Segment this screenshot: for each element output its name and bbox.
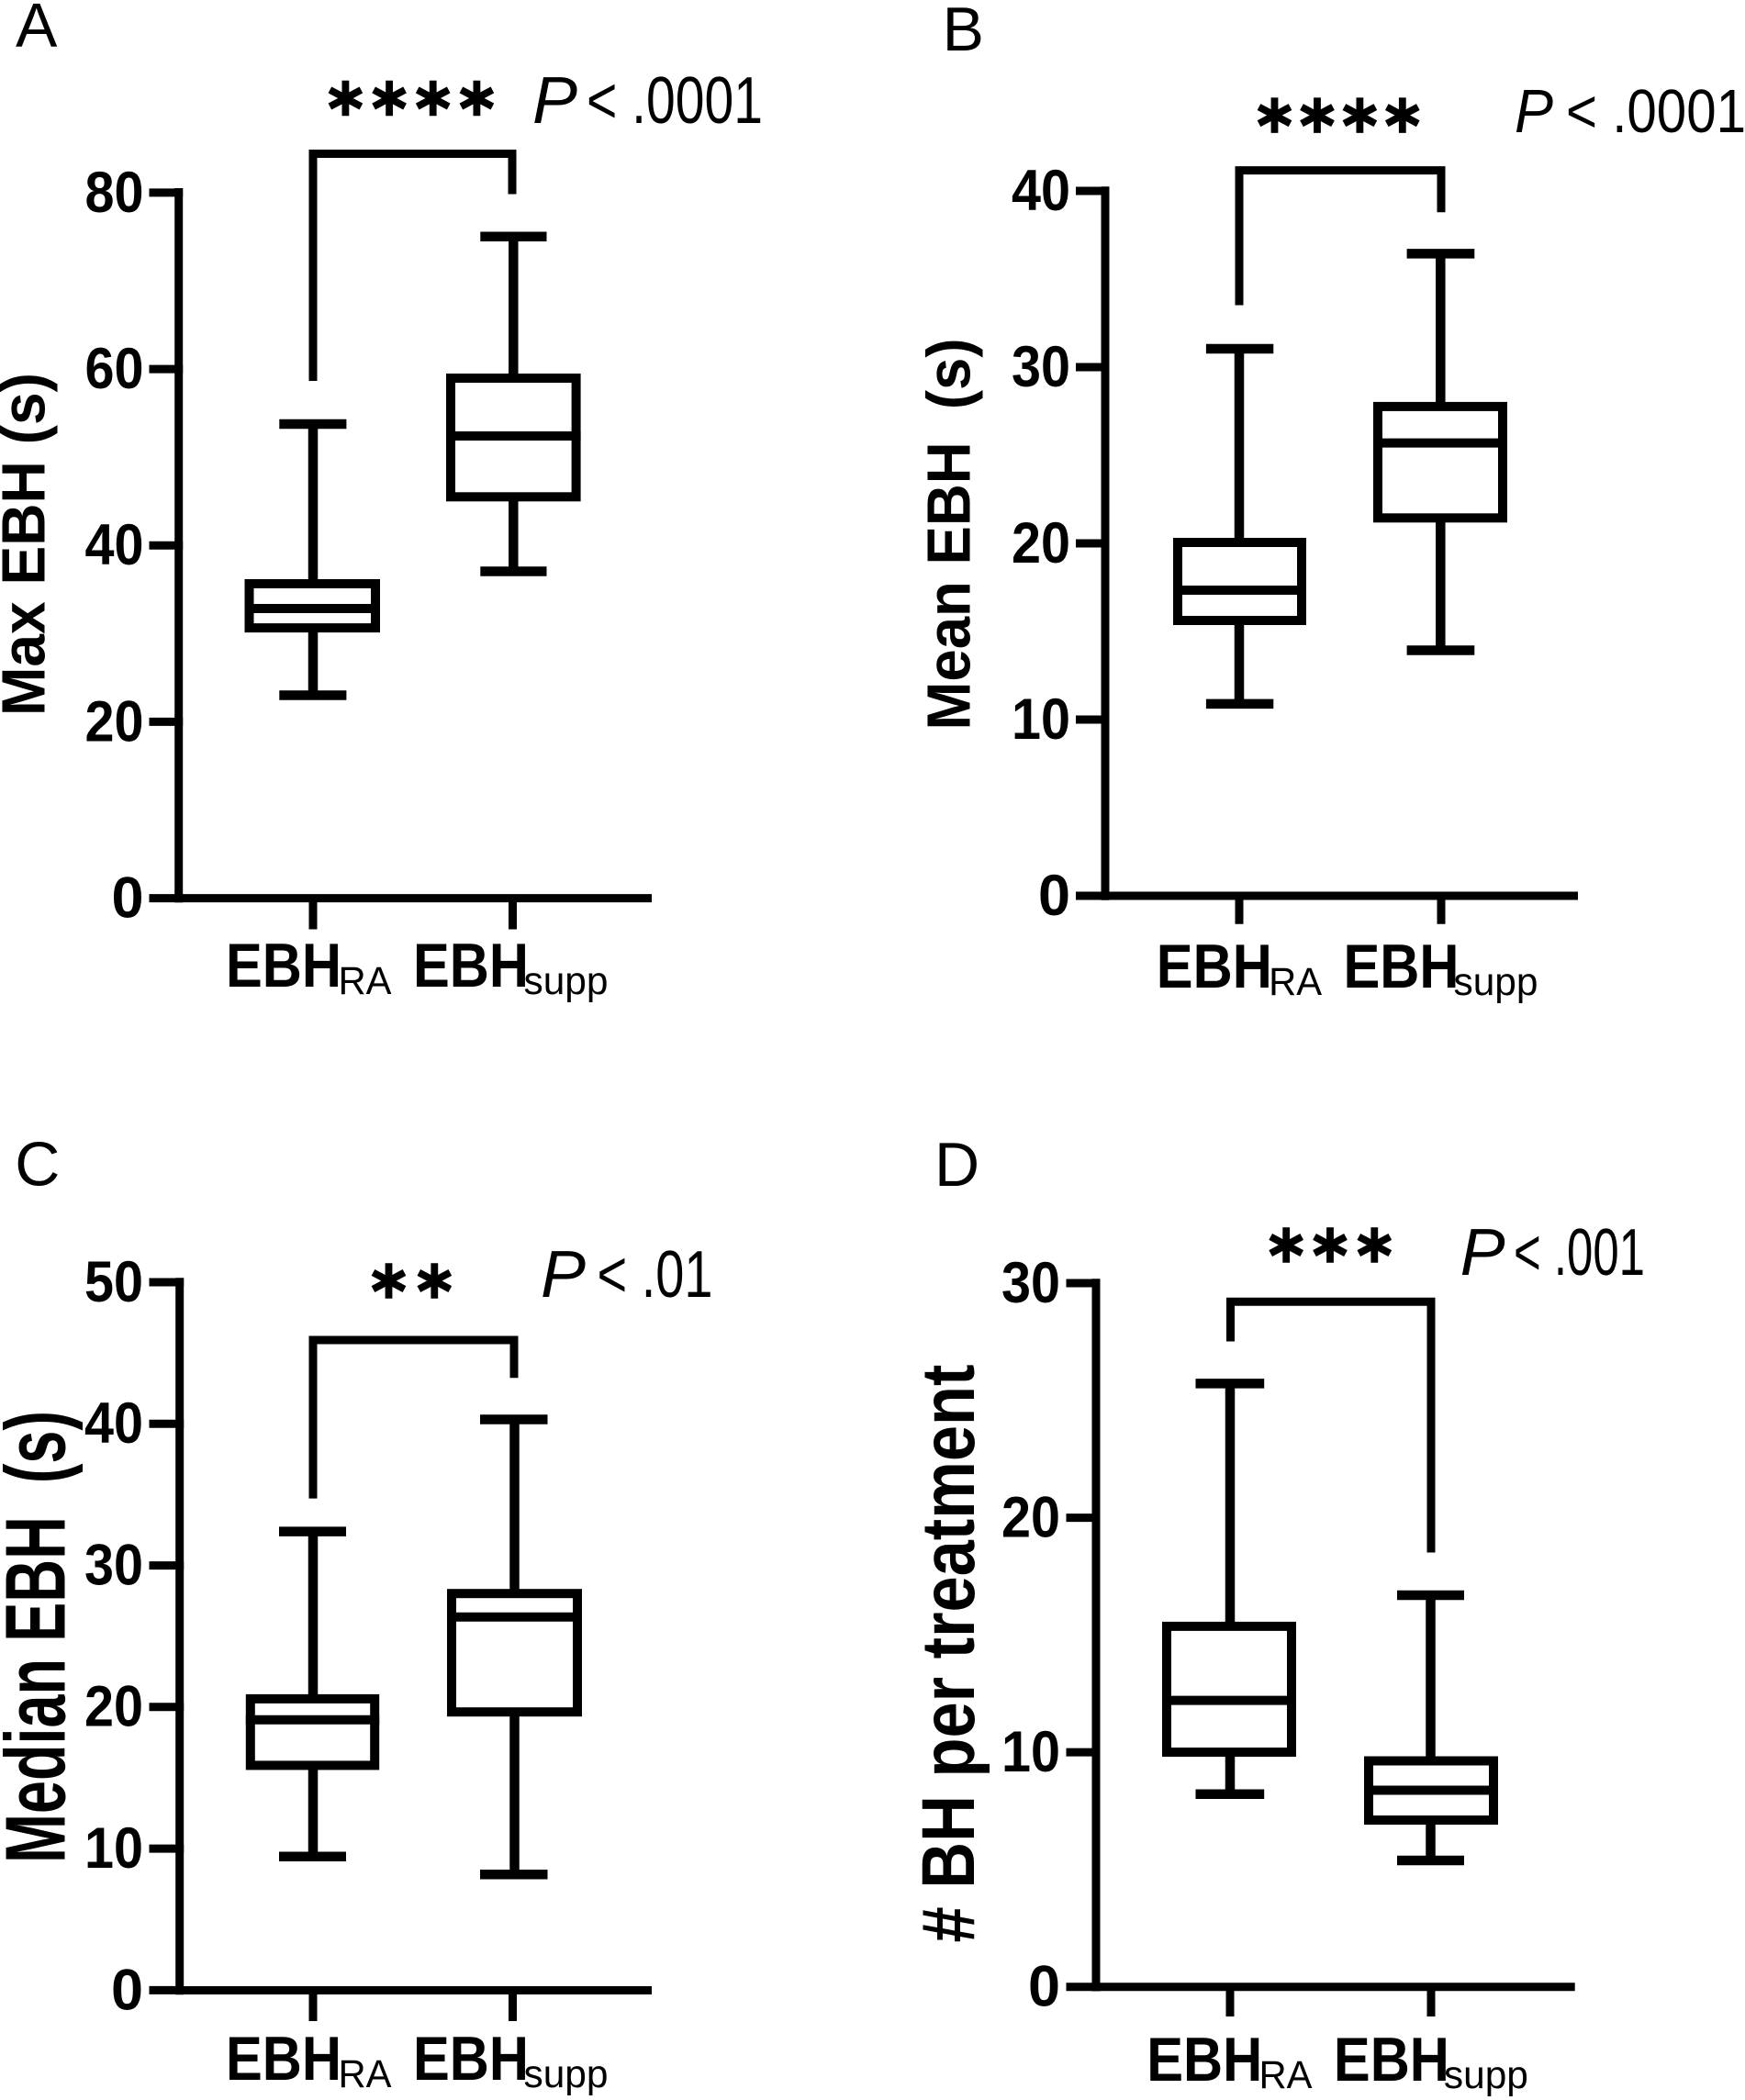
- svg-text:P: P: [1515, 78, 1553, 146]
- svg-text:EBH: EBH: [1147, 2025, 1262, 2094]
- svg-text:10: 10: [1012, 687, 1070, 752]
- svg-text:< .0001: < .0001: [1566, 78, 1745, 146]
- svg-text:30: 30: [1012, 335, 1070, 399]
- svg-text:EBH: EBH: [226, 931, 341, 1000]
- svg-text:EBH: EBH: [413, 2024, 529, 2094]
- svg-text:20: 20: [85, 689, 144, 754]
- svg-text:Median EBH (s): Median EBH (s): [0, 1411, 84, 1863]
- svg-text:C: C: [15, 1130, 60, 1200]
- svg-text:RA: RA: [1269, 960, 1322, 1004]
- svg-text:# BH per treatment: # BH per treatment: [907, 1365, 990, 1943]
- svg-text:Mean EBH (s): Mean EBH (s): [915, 339, 984, 731]
- svg-text:P: P: [541, 1237, 586, 1312]
- svg-text:RA: RA: [1259, 2053, 1313, 2097]
- svg-text:< .001: < .001: [1514, 1215, 1645, 1290]
- svg-text:40: 40: [1012, 159, 1070, 223]
- svg-text:EBH: EBH: [413, 931, 529, 1000]
- svg-text:50: 50: [84, 1250, 143, 1314]
- svg-text:RA: RA: [339, 959, 392, 1003]
- svg-text:< .0001: < .0001: [587, 63, 763, 138]
- svg-text:B: B: [943, 0, 984, 64]
- svg-text:20: 20: [1001, 1486, 1060, 1550]
- svg-text:A: A: [16, 0, 58, 61]
- svg-text:0: 0: [1028, 1955, 1060, 2019]
- svg-text:Max EBH (s): Max EBH (s): [0, 373, 59, 716]
- svg-text:0: 0: [1038, 864, 1070, 928]
- svg-text:supp: supp: [1454, 960, 1538, 1004]
- svg-text:EBH: EBH: [1157, 932, 1272, 1001]
- svg-text:supp: supp: [524, 2052, 609, 2096]
- svg-text:80: 80: [85, 161, 144, 225]
- svg-text:P: P: [532, 63, 577, 138]
- svg-text:0: 0: [111, 1958, 143, 2022]
- svg-text:10: 10: [1001, 1720, 1060, 1784]
- svg-text:supp: supp: [524, 959, 609, 1003]
- svg-text:D: D: [934, 1130, 979, 1200]
- svg-text:60: 60: [85, 337, 144, 401]
- svg-text:EBH: EBH: [1334, 2025, 1449, 2094]
- svg-text:30: 30: [84, 1534, 143, 1598]
- svg-text:40: 40: [84, 1391, 143, 1456]
- svg-text:20: 20: [1012, 511, 1070, 575]
- svg-text:< .01: < .01: [598, 1237, 713, 1312]
- svg-text:10: 10: [84, 1816, 143, 1881]
- svg-text:RA: RA: [339, 2052, 392, 2096]
- svg-text:0: 0: [111, 866, 143, 931]
- svg-text:EBH: EBH: [226, 2024, 341, 2094]
- svg-text:P: P: [1460, 1215, 1505, 1290]
- svg-text:20: 20: [84, 1675, 143, 1739]
- svg-text:40: 40: [85, 513, 144, 577]
- svg-text:EBH: EBH: [1344, 932, 1460, 1001]
- svg-text:supp: supp: [1444, 2053, 1528, 2097]
- svg-text:30: 30: [1001, 1251, 1060, 1315]
